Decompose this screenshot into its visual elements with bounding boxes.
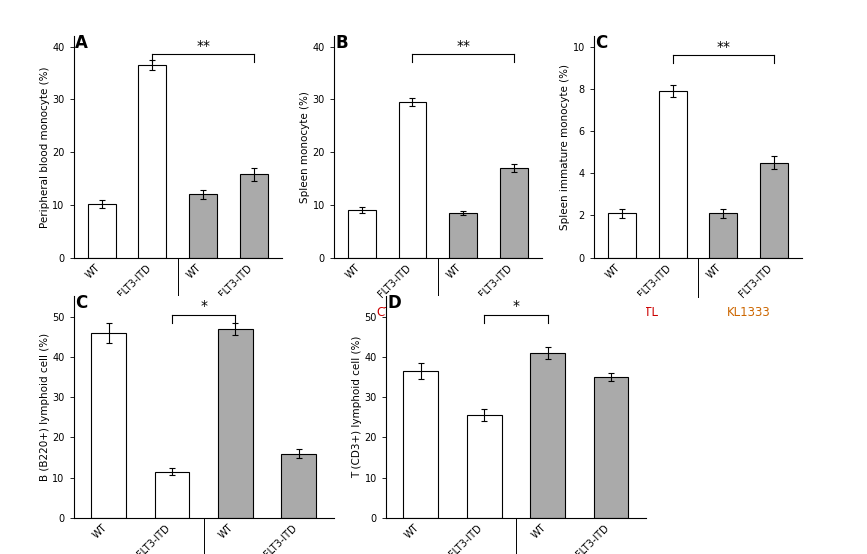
Bar [760, 163, 788, 258]
Text: KL1333: KL1333 [466, 306, 511, 319]
Text: CTL: CTL [376, 306, 398, 319]
Bar [466, 416, 502, 518]
Y-axis label: Spleen immature monocyte (%): Spleen immature monocyte (%) [560, 64, 570, 230]
Bar [659, 91, 687, 258]
Text: KL1333: KL1333 [206, 306, 251, 319]
Bar [449, 213, 477, 258]
Bar [139, 65, 166, 258]
Text: D: D [388, 294, 401, 312]
Bar [189, 194, 217, 258]
Bar [88, 204, 115, 258]
Text: KL1333: KL1333 [727, 306, 771, 319]
Bar [403, 371, 438, 518]
Bar [500, 168, 528, 258]
Bar [282, 454, 316, 518]
Text: **: ** [196, 39, 210, 53]
Text: CTL: CTL [636, 306, 658, 319]
Bar [240, 175, 268, 258]
Bar [154, 471, 190, 518]
Y-axis label: Spleen monocyte (%): Spleen monocyte (%) [300, 91, 310, 203]
Bar [218, 329, 253, 518]
Bar [530, 353, 565, 518]
Bar [399, 102, 427, 258]
Y-axis label: Peripheral blood monocyte (%): Peripheral blood monocyte (%) [40, 66, 49, 228]
Text: CTL: CTL [116, 306, 138, 319]
Text: A: A [75, 34, 88, 52]
Bar [608, 213, 636, 258]
Bar [594, 377, 629, 518]
Text: **: ** [456, 39, 470, 53]
Text: **: ** [716, 40, 730, 54]
Bar [348, 210, 375, 258]
Text: *: * [512, 299, 519, 314]
Text: B: B [336, 34, 348, 52]
Text: *: * [200, 299, 207, 314]
Bar [91, 332, 126, 518]
Bar [709, 213, 737, 258]
Y-axis label: B (B220+) lymphoid cell (%): B (B220+) lymphoid cell (%) [40, 333, 49, 481]
Y-axis label: T (CD3+) lymphoid cell (%): T (CD3+) lymphoid cell (%) [352, 336, 362, 478]
Text: C: C [596, 34, 608, 52]
Text: C: C [75, 294, 88, 312]
